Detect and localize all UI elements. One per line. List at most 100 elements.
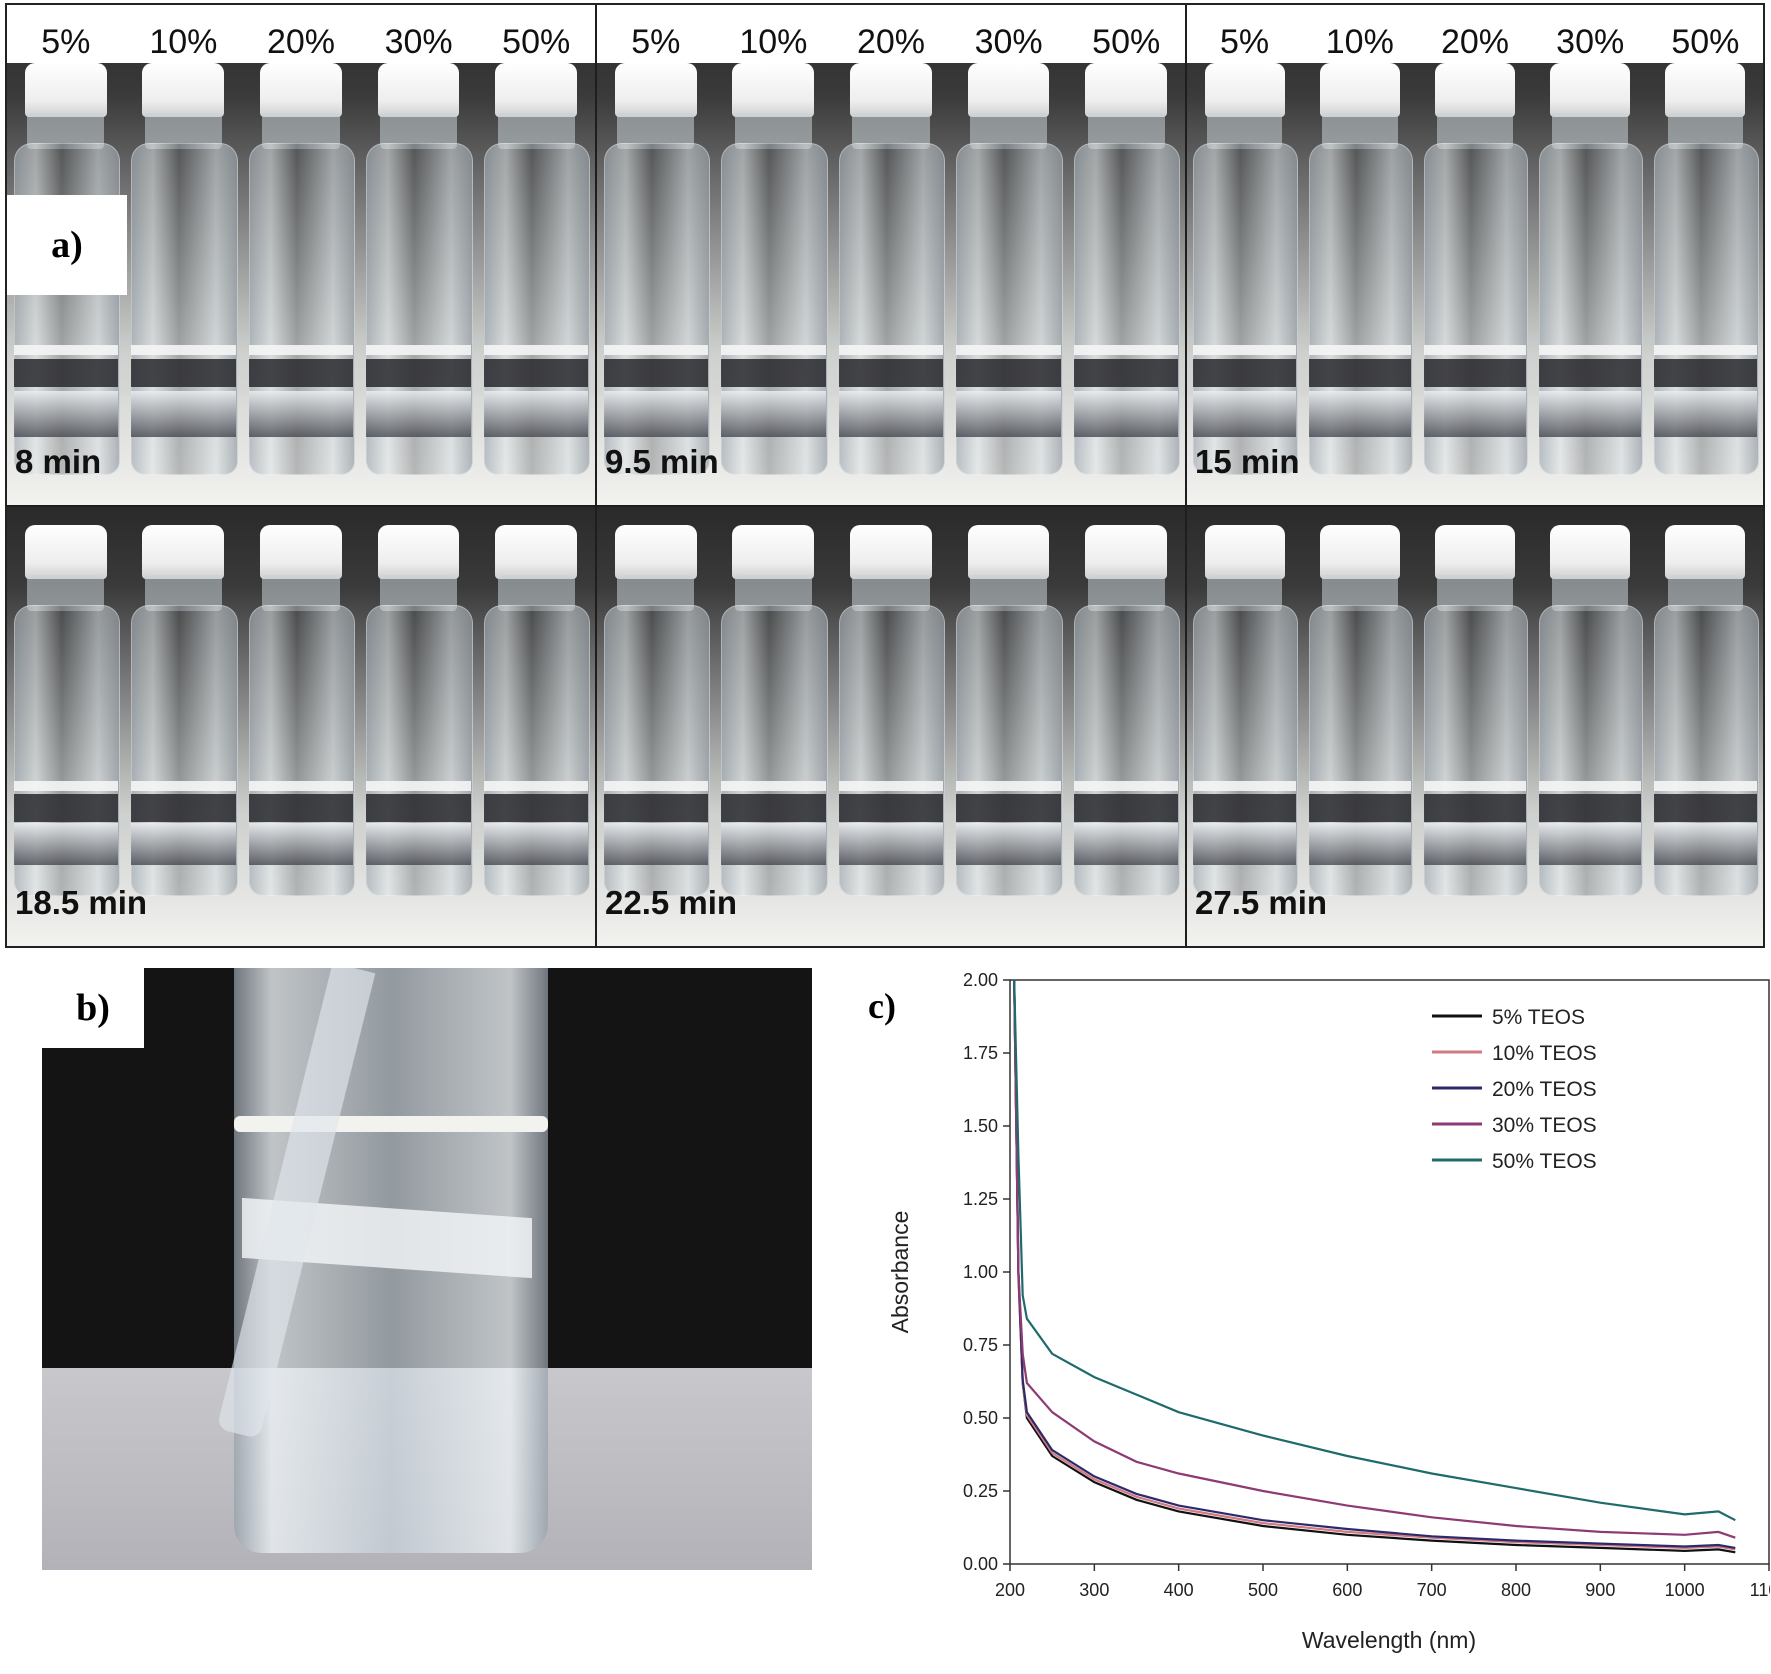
concentration-label: 30% — [384, 23, 453, 61]
vial — [1535, 55, 1646, 505]
vial — [1419, 55, 1530, 505]
concentration-label: 50% — [1092, 23, 1161, 61]
x-tick-label: 700 — [1417, 1580, 1447, 1600]
x-tick-label: 600 — [1332, 1580, 1362, 1600]
timepoint-photo: 5% 10% 20% 30% 50% 9.5 min — [597, 5, 1185, 505]
time-label: 8 min — [15, 443, 102, 480]
concentration-label: 50% — [1671, 23, 1740, 61]
y-tick-label: 0.00 — [963, 1554, 998, 1574]
time-label: 18.5 min — [15, 884, 148, 921]
concentration-header — [7, 5, 595, 63]
axis-ticks: 200 300 400 500 600 700 800 900 1000 1100 0.00 0.25… — [963, 970, 1770, 1600]
y-tick-label: 0.25 — [963, 1481, 998, 1501]
concentration-header — [597, 5, 1185, 63]
panel-b-label: b) — [42, 968, 144, 1048]
legend-entry: 20% TEOS — [1492, 1078, 1597, 1101]
vial — [717, 517, 831, 936]
vial — [1189, 517, 1300, 936]
series-layer — [1013, 979, 1736, 1554]
timepoint-photo: 5% 10% 20% 30% 50% 15 min — [1187, 5, 1763, 505]
vial — [1650, 517, 1761, 936]
series-line-10-teos — [1013, 979, 1736, 1551]
vial — [952, 55, 1066, 505]
y-axis-title: Absorbance — [887, 1211, 913, 1334]
concentration-label: 30% — [974, 23, 1043, 61]
x-tick-label: 200 — [995, 1580, 1025, 1600]
vial — [834, 517, 948, 936]
time-label: 15 min — [1195, 443, 1300, 480]
y-tick-label: 0.75 — [963, 1335, 998, 1355]
time-label: 27.5 min — [1195, 884, 1328, 921]
vial — [1069, 517, 1183, 936]
concentration-label: 10% — [149, 23, 218, 61]
y-tick-label: 2.00 — [963, 970, 998, 990]
vial — [362, 517, 476, 936]
panel-a-photo-grid: 5% 10% 20% 30% 50% 8 min 5% 10% 20% 30% 50% 9.5 min… — [5, 3, 1765, 948]
panel-c-chart: c) 200 300 400 500 600 700 800 900 1000 1100 0.00 0… — [840, 968, 1770, 1673]
concentration-label: 5% — [631, 23, 681, 61]
vial — [1650, 55, 1761, 505]
series-line-20-teos — [1013, 979, 1736, 1549]
x-tick-label: 400 — [1164, 1580, 1194, 1600]
vial — [127, 517, 241, 936]
y-tick-label: 0.50 — [963, 1408, 998, 1428]
vial — [599, 517, 713, 936]
x-axis-title: Wavelength (nm) — [1302, 1627, 1476, 1653]
time-label: 22.5 min — [605, 884, 738, 921]
x-tick-label: 300 — [1079, 1580, 1109, 1600]
concentration-label: 30% — [1556, 23, 1625, 61]
vial — [479, 55, 593, 505]
concentration-label: 50% — [502, 23, 571, 61]
panel-a-label: a) — [7, 195, 127, 295]
liquid-ring — [234, 1116, 548, 1132]
series-line-5-teos — [1013, 979, 1736, 1554]
legend-entry: 50% TEOS — [1492, 1150, 1597, 1173]
legend-entry: 10% TEOS — [1492, 1042, 1597, 1065]
timepoint-photo: 27.5 min — [1187, 507, 1763, 946]
series-line-30-teos — [1013, 979, 1736, 1539]
x-tick-label: 900 — [1585, 1580, 1615, 1600]
concentration-header — [1187, 5, 1763, 63]
vial — [599, 55, 713, 505]
timepoint-photo: 22.5 min — [597, 507, 1185, 946]
vial — [244, 517, 358, 936]
concentration-label: 10% — [739, 23, 808, 61]
vial — [1189, 55, 1300, 505]
legend-entry: 30% TEOS — [1492, 1114, 1597, 1137]
concentration-label: 10% — [1325, 23, 1394, 61]
x-tick-label: 800 — [1501, 1580, 1531, 1600]
timepoint-photo: 5% 10% 20% 30% 50% 8 min — [7, 5, 595, 505]
y-tick-label: 1.25 — [963, 1189, 998, 1209]
absorbance-chart: c) 200 300 400 500 600 700 800 900 1000 1100 0.00 0… — [868, 970, 1770, 1653]
y-tick-label: 1.50 — [963, 1116, 998, 1136]
vial — [127, 55, 241, 505]
time-label: 9.5 min — [605, 443, 719, 480]
panel-b-photo: b) — [42, 968, 812, 1570]
concentration-label: 20% — [856, 23, 926, 61]
vial — [1535, 517, 1646, 936]
concentration-label: 20% — [266, 23, 336, 61]
series-line-50-teos — [1013, 979, 1736, 1522]
x-tick-label: 1100 — [1750, 1580, 1770, 1600]
y-tick-label: 1.00 — [963, 1262, 998, 1282]
vial — [834, 55, 948, 505]
vial — [952, 517, 1066, 936]
vial — [1419, 517, 1530, 936]
timepoint-photo: 18.5 min — [7, 507, 595, 946]
y-tick-label: 1.75 — [963, 1043, 998, 1063]
vial — [1069, 55, 1183, 505]
concentration-label: 5% — [41, 23, 91, 61]
vial — [9, 517, 123, 936]
plot-frame — [1009, 979, 1770, 1565]
panel-c-label: c) — [868, 986, 896, 1026]
vial — [717, 55, 831, 505]
concentration-label: 20% — [1440, 23, 1510, 61]
vial — [362, 55, 476, 505]
x-tick-label: 500 — [1248, 1580, 1278, 1600]
legend-entry: 5% TEOS — [1492, 1006, 1585, 1029]
concentration-label: 5% — [1220, 23, 1270, 61]
vial — [244, 55, 358, 505]
x-tick-label: 1000 — [1665, 1580, 1705, 1600]
vial — [1304, 55, 1415, 505]
vial — [1304, 517, 1415, 936]
